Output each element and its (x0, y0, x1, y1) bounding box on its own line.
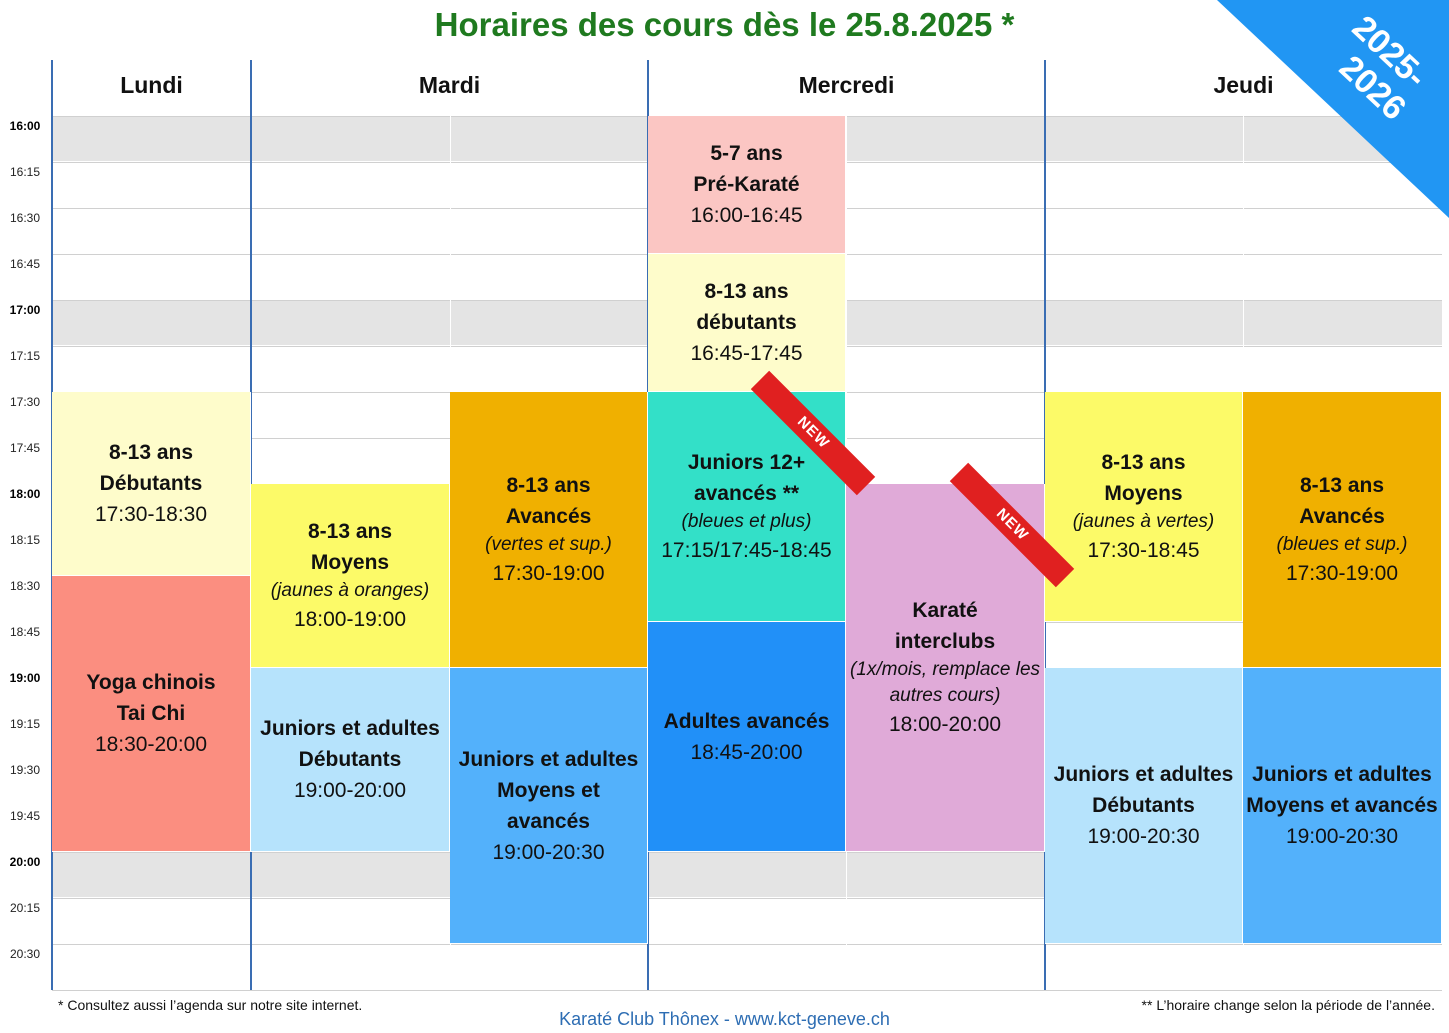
class-block[interactable]: 8-13 ans Avancés (vertes et sup.) 17:30-19:… (450, 392, 648, 668)
class-level: Débutants (298, 748, 402, 771)
footer-note-left: * Consultez aussi l’agenda sur notre sit… (58, 997, 363, 1013)
class-title: 8-13 ans (108, 441, 194, 464)
class-block[interactable]: Juniors et adultes Débutants 19:00-20:00 (251, 668, 450, 852)
class-belts: (1x/mois, remplace les autres cours) (849, 659, 1041, 706)
time-label: 17:45 (9, 441, 41, 455)
row-line (52, 898, 1442, 899)
class-block[interactable]: Juniors et adultes Moyens et avancés 19:00… (450, 668, 648, 944)
class-level: Tai Chi (116, 702, 186, 725)
class-level: Moyens et avancés (497, 778, 600, 833)
row-line (52, 852, 1442, 853)
class-time: 18:00-20:00 (888, 713, 1002, 736)
class-level: Avancés (1299, 505, 1385, 528)
class-level: Moyens (1104, 482, 1183, 505)
day-header-3: Jeudi (1213, 72, 1274, 98)
corner-triangle (1217, 0, 1449, 218)
class-time: 17:30-18:30 (94, 503, 208, 526)
time-label: 16:30 (9, 211, 41, 225)
class-level: Débutants (99, 472, 203, 495)
time-label: 16:15 (9, 165, 41, 179)
class-level: Débutants (1092, 794, 1195, 817)
class-belts: (jaunes à oranges) (270, 580, 430, 601)
time-label: 19:00 (9, 671, 41, 685)
class-time: 18:30-20:00 (94, 733, 208, 756)
class-time: 16:00-16:45 (690, 204, 803, 227)
time-label: 18:45 (9, 625, 41, 639)
time-label: 16:00 (9, 119, 41, 133)
time-label: 19:45 (9, 809, 41, 823)
time-label: 19:15 (9, 717, 41, 731)
class-block[interactable]: 5-7 ans Pré-Karaté 16:00-16:45 (648, 116, 846, 254)
class-level: avancés ** (693, 482, 800, 505)
row-line (52, 990, 1442, 991)
time-label: 16:45 (9, 257, 41, 271)
class-level: interclubs (894, 630, 996, 653)
class-block[interactable]: Karaté interclubs (1x/mois, remplace les a… (846, 484, 1045, 852)
class-belts: (vertes et sup.) (485, 534, 612, 555)
time-label: 17:15 (9, 349, 41, 363)
class-title: Juniors et adultes (1252, 763, 1432, 786)
class-title: Juniors et adultes (260, 717, 440, 740)
class-block[interactable]: 8-13 ans Débutants 17:30-18:30 (52, 392, 251, 576)
class-title: 8-13 ans (506, 474, 591, 497)
year-corner-badge: 2025- 2026 (1217, 0, 1449, 218)
time-label: 18:15 (9, 533, 41, 547)
class-level: Moyens et avancés (1246, 794, 1438, 817)
footer-club-link[interactable]: Karaté Club Thônex - www.kct-geneve.ch (559, 1009, 890, 1029)
time-label: 18:30 (9, 579, 41, 593)
class-title: 8-13 ans (704, 280, 789, 303)
day-header-1: Mardi (418, 72, 481, 98)
time-label: 19:30 (9, 763, 41, 777)
class-block[interactable]: Yoga chinois Tai Chi 18:30-20:00 (52, 576, 251, 852)
class-title: Juniors et adultes (1053, 763, 1234, 786)
class-time: 17:30-18:45 (1087, 539, 1200, 562)
class-time: 16:45-17:45 (690, 342, 803, 365)
class-title: Adultes avancés (663, 709, 830, 733)
class-title: Juniors et adultes (458, 747, 639, 771)
class-time: 17:15/17:45-18:45 (661, 539, 832, 562)
time-label: 18:00 (9, 487, 41, 501)
class-level: Avancés (505, 505, 592, 528)
class-title: Juniors 12+ (687, 451, 806, 474)
class-time: 18:45-20:00 (690, 740, 803, 764)
row-line (52, 944, 1442, 945)
class-title: 8-13 ans (1299, 474, 1385, 497)
time-label: 17:30 (9, 395, 41, 409)
class-block[interactable]: 8-13 ans débutants 16:45-17:45 (648, 254, 846, 392)
class-title: Karaté (912, 599, 978, 622)
class-block[interactable]: Juniors et adultes Moyens et avancés 19:00… (1243, 668, 1442, 944)
class-time: 19:00-20:30 (1285, 825, 1399, 848)
class-time: 19:00-20:30 (1087, 825, 1200, 848)
class-block[interactable]: Adultes avancés 18:45-20:00 (648, 622, 846, 852)
time-label: 20:00 (9, 855, 41, 869)
class-time: 17:30-19:00 (492, 562, 605, 585)
class-block[interactable]: Juniors et adultes Débutants 19:00-20:30 (1045, 668, 1243, 944)
class-block[interactable]: 8-13 ans Avancés (bleues et sup.) 17:30-19:… (1243, 392, 1442, 668)
class-time: 19:00-20:00 (293, 779, 407, 802)
class-title: 8-13 ans (1101, 451, 1186, 474)
class-block[interactable]: 8-13 ans Moyens (jaunes à vertes) 17:30-18:… (1045, 392, 1243, 622)
day-header-0: Lundi (120, 72, 183, 98)
class-time: 17:30-19:00 (1285, 562, 1399, 585)
class-block[interactable]: 8-13 ans Moyens (jaunes à oranges) 18:00-19… (251, 484, 450, 668)
class-level: débutants (696, 311, 797, 334)
time-label: 20:30 (9, 947, 41, 961)
footer-note-right: ** L’horaire change selon la période de … (1141, 997, 1435, 1013)
class-title: 8-13 ans (307, 520, 393, 543)
class-belts: (bleues et plus) (681, 511, 812, 532)
class-time: 19:00-20:30 (492, 840, 605, 864)
class-time: 18:00-19:00 (293, 608, 407, 631)
time-label: 17:00 (9, 303, 41, 317)
class-title: Yoga chinois (86, 671, 216, 694)
class-level: Pré-Karaté (693, 173, 800, 196)
day-header-2: Mercredi (798, 72, 895, 98)
class-title: 5-7 ans (710, 142, 783, 165)
class-level: Moyens (310, 551, 390, 574)
class-belts: (jaunes à vertes) (1072, 511, 1215, 532)
page-title: Horaires des cours dès le 25.8.2025 * (434, 6, 1015, 43)
time-label: 20:15 (9, 901, 41, 915)
class-belts: (bleues et sup.) (1276, 534, 1408, 555)
